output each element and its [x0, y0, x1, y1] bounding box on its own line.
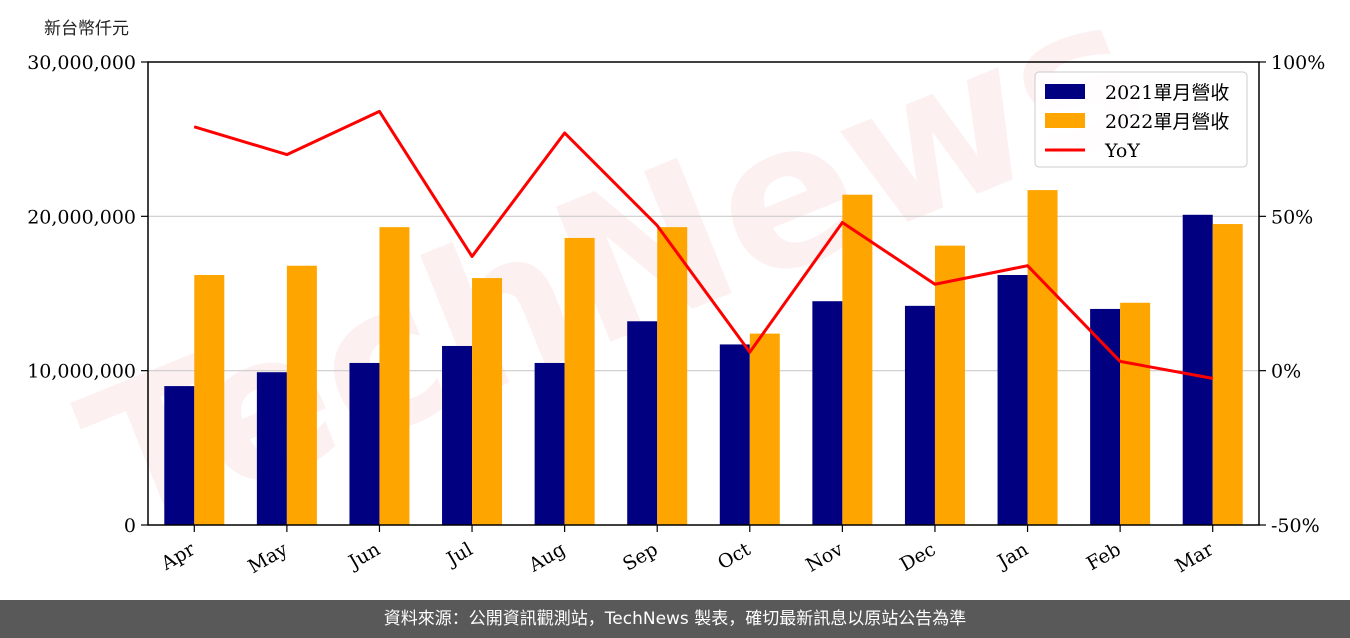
legend-swatch — [1045, 84, 1085, 99]
x-tick-label-nov: Nov — [802, 538, 847, 577]
x-tick-label-jun: Jun — [343, 538, 384, 574]
bars — [164, 190, 1243, 526]
yoy-point-jan — [1027, 265, 1029, 267]
yoy-point-sep — [656, 225, 658, 227]
left-tick-label: 0 — [124, 515, 136, 537]
y-axis-unit-label: 新台幣仟元 — [44, 19, 129, 39]
x-tick-label-jul: Jul — [441, 538, 476, 571]
legend-label: YoY — [1104, 140, 1140, 162]
x-tick-label-oct: Oct — [714, 538, 755, 574]
x-tick-label-feb: Feb — [1083, 538, 1125, 575]
yoy-point-oct — [749, 351, 751, 353]
bar-2021-mar — [1182, 214, 1213, 526]
legend-label: 2021單月營收 — [1105, 82, 1229, 104]
bar-2022-dec — [934, 245, 965, 525]
source-footer: 資料來源：公開資訊觀測站，TechNews 製表，確切最新訊息以原站公告為準 — [0, 600, 1350, 638]
bar-2022-nov — [842, 194, 873, 525]
right-tick-label: 50% — [1271, 206, 1313, 228]
x-tick-label-aug: Aug — [524, 538, 569, 577]
x-tick-label-dec: Dec — [896, 538, 939, 576]
legend-label: 2022單月營收 — [1105, 111, 1229, 133]
bar-2022-may — [286, 265, 317, 525]
bar-2022-apr — [194, 274, 225, 525]
bar-2022-jul — [472, 278, 503, 525]
legend: 2021單月營收 2022單月營收 YoY — [1034, 71, 1248, 168]
x-tick-label-mar: Mar — [1172, 538, 1218, 577]
yoy-line — [193, 109, 1213, 380]
bar-2021-nov — [812, 301, 843, 525]
yoy-point-jun — [378, 110, 380, 112]
yoy-line-layer — [193, 109, 1214, 380]
yoy-point-may — [286, 154, 288, 156]
revenue-chart: TechNews 010,000,00020,000,00030,000,000… — [27, 0, 1325, 583]
bar-2021-jul — [442, 345, 473, 525]
bar-2021-feb — [1090, 308, 1121, 525]
bar-2022-mar — [1212, 224, 1243, 526]
bar-2021-oct — [719, 344, 750, 525]
bar-2022-aug — [564, 237, 595, 525]
bar-2021-apr — [164, 386, 195, 525]
right-tick-label: 0% — [1271, 361, 1301, 383]
bar-2021-sep — [627, 321, 658, 525]
gridlines — [148, 215, 1259, 372]
bar-2022-feb — [1120, 302, 1151, 525]
yoy-point-aug — [564, 132, 566, 134]
left-tick-label: 30,000,000 — [27, 52, 136, 74]
yoy-point-jul — [471, 255, 473, 257]
yoy-point-apr — [193, 126, 195, 128]
x-tick-label-may: May — [244, 538, 291, 578]
bar-2022-sep — [657, 227, 688, 526]
bar-2021-jun — [349, 362, 380, 525]
bar-2022-jan — [1027, 190, 1058, 525]
yoy-point-feb — [1119, 360, 1121, 362]
plot-frame — [147, 61, 1260, 526]
x-tick-label-jan: Jan — [992, 538, 1032, 574]
bar-2021-jan — [997, 274, 1028, 525]
legend-swatch — [1045, 113, 1085, 128]
legend-box — [1034, 71, 1248, 168]
yoy-point-nov — [841, 222, 843, 224]
right-tick-label: 100% — [1271, 52, 1325, 74]
x-tick-label-sep: Sep — [619, 538, 662, 575]
left-tick-label: 10,000,000 — [27, 361, 136, 383]
bar-2022-oct — [749, 333, 780, 525]
bar-2021-dec — [904, 305, 935, 525]
bar-2021-aug — [534, 362, 565, 525]
bar-2022-jun — [379, 227, 410, 526]
left-tick-label: 20,000,000 — [27, 206, 136, 228]
yoy-point-mar — [1212, 377, 1214, 379]
right-tick-label: -50% — [1271, 515, 1320, 537]
bar-2021-may — [256, 372, 287, 525]
yoy-point-dec — [934, 283, 936, 285]
